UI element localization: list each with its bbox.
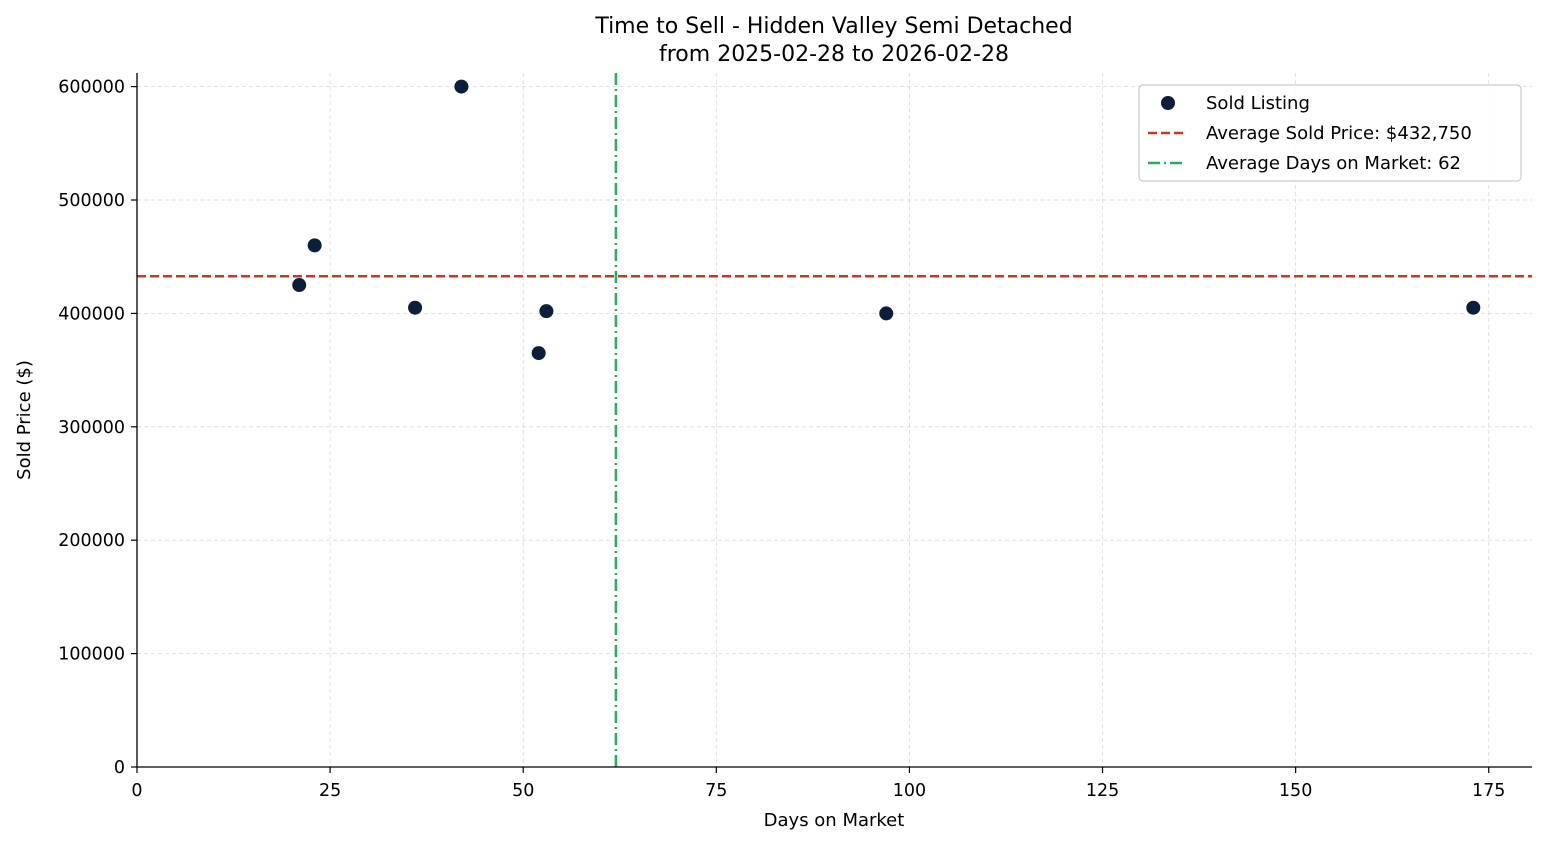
x-tick-label: 0 bbox=[131, 781, 142, 801]
x-axis-label: Days on Market bbox=[764, 810, 905, 831]
chart-title: Time to Sell - Hidden Valley Semi Detach… bbox=[594, 14, 1072, 39]
scatter-points bbox=[292, 79, 1481, 361]
data-point bbox=[879, 306, 894, 321]
data-point bbox=[454, 79, 469, 94]
y-tick-label: 0 bbox=[114, 758, 125, 778]
chart-subtitle: from 2025-02-28 to 2026-02-28 bbox=[659, 42, 1009, 67]
x-tick-label: 25 bbox=[319, 781, 341, 801]
x-tick-label: 75 bbox=[705, 781, 727, 801]
data-point bbox=[531, 346, 546, 361]
y-tick-label: 100000 bbox=[58, 645, 125, 665]
legend-label-average-days-on-market: Average Days on Market: 62 bbox=[1206, 153, 1461, 174]
tick-labels: 0 25 50 75 100 125 150 175 0 100000 200000 300000 40… bbox=[58, 78, 1505, 801]
x-tick-label: 100 bbox=[893, 781, 926, 801]
x-tick-label: 150 bbox=[1279, 781, 1312, 801]
axes bbox=[136, 73, 1532, 768]
legend-label-sold-listing: Sold Listing bbox=[1206, 93, 1310, 114]
y-tick-label: 300000 bbox=[58, 418, 125, 438]
data-point bbox=[408, 300, 423, 315]
legend-marker-sold-listing bbox=[1161, 96, 1175, 110]
data-point bbox=[1466, 300, 1481, 315]
x-tick-label: 125 bbox=[1086, 781, 1119, 801]
x-tick-label: 50 bbox=[512, 781, 534, 801]
y-tick-label: 600000 bbox=[58, 78, 125, 98]
y-tick-label: 400000 bbox=[58, 304, 125, 324]
data-point bbox=[292, 278, 307, 293]
reference-lines bbox=[137, 73, 1532, 767]
data-point bbox=[539, 304, 554, 319]
y-tick-label: 500000 bbox=[58, 191, 125, 211]
y-axis-label: Sold Price ($) bbox=[14, 360, 35, 480]
legend-label-average-sold-price: Average Sold Price: $432,750 bbox=[1206, 123, 1472, 144]
y-tick-label: 200000 bbox=[58, 531, 125, 551]
legend: Sold Listing Average Sold Price: $432,75… bbox=[1138, 84, 1522, 182]
x-tick-label: 175 bbox=[1472, 781, 1505, 801]
data-point bbox=[307, 238, 322, 253]
legend-frame bbox=[1138, 84, 1522, 182]
